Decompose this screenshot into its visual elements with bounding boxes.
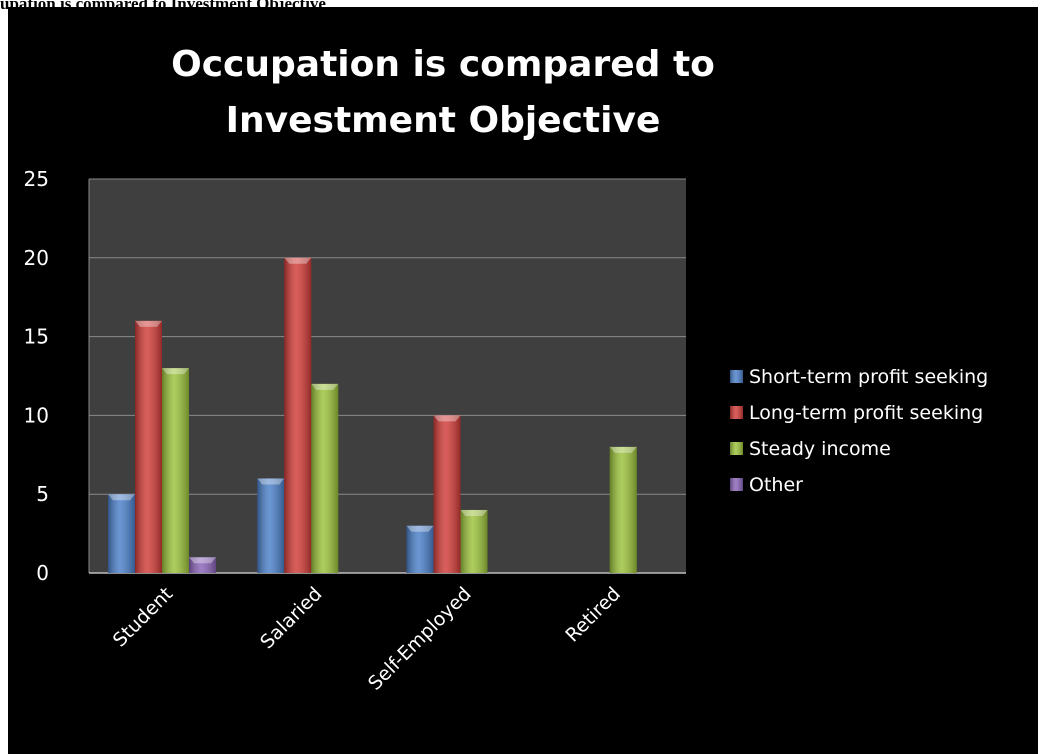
bar-bevel [162, 368, 189, 375]
bar [433, 415, 461, 573]
bar-bevel [433, 415, 461, 422]
bar [162, 368, 189, 573]
bar [189, 557, 216, 573]
chart-area: Occupation is compared to Investment Obj… [8, 7, 1038, 754]
bar-chart: 0 5 10 15 20 25 Student Salaried Self-Employed R… [24, 167, 989, 695]
bar-shading [406, 525, 434, 573]
legend-label: Steady income [749, 438, 891, 460]
legend-item: Short-term profit seeking [730, 366, 988, 388]
y-tick-label: 5 [36, 482, 49, 506]
bar [108, 494, 135, 573]
legend-label: Short-term profit seeking [749, 366, 988, 388]
bar [406, 525, 434, 573]
legend-label: Long-term profit seeking [749, 402, 983, 424]
y-tick-label: 25 [24, 167, 49, 191]
bar-bevel [460, 509, 488, 516]
bar-bevel [189, 557, 216, 564]
legend-item: Steady income [730, 438, 891, 460]
x-tick-label: Salaried [256, 583, 326, 653]
bar-bevel [257, 478, 285, 485]
legend-swatch-shading [730, 478, 743, 491]
bar-shading [609, 446, 637, 573]
bar-shading [460, 509, 488, 573]
legend-swatch-shading [730, 370, 743, 383]
x-tick-label: Self-Employed [364, 583, 476, 695]
x-tick-label: Student [109, 583, 177, 651]
bar-shading [311, 383, 339, 573]
bar-bevel [284, 257, 312, 264]
x-tick-label: Retired [561, 583, 625, 647]
legend-swatch-shading [730, 442, 743, 455]
bar [311, 383, 339, 573]
y-tick-label: 0 [36, 561, 49, 585]
bar-shading [108, 494, 135, 573]
legend-label: Other [749, 474, 803, 496]
bar [609, 446, 637, 573]
legend-item: Other [730, 474, 803, 496]
bar-bevel [311, 383, 339, 390]
bar-shading [135, 320, 162, 573]
bar [284, 257, 312, 573]
chart-title: Occupation is compared to Investment Obj… [171, 44, 715, 141]
bar-bevel [135, 320, 162, 327]
bar-shading [162, 368, 189, 573]
bar-shading [257, 478, 285, 573]
bar-shading [189, 557, 216, 573]
legend-item: Long-term profit seeking [730, 402, 983, 424]
bar-shading [284, 257, 312, 573]
bar [135, 320, 162, 573]
legend-swatch-shading [730, 406, 743, 419]
bar-bevel [406, 525, 434, 532]
bar [460, 509, 488, 573]
bar-bevel [609, 446, 637, 453]
y-tick-label: 10 [24, 403, 49, 427]
y-tick-label: 20 [24, 246, 49, 270]
bar-bevel [108, 494, 135, 501]
y-tick-label: 15 [24, 325, 49, 349]
bar [257, 478, 285, 573]
bar-shading [433, 415, 461, 573]
